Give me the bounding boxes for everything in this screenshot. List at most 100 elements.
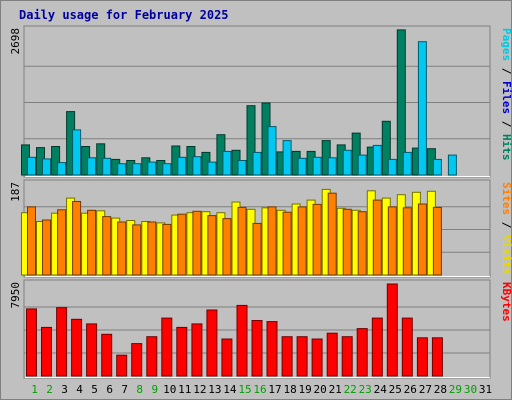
bar-sites-day-26 [402,207,412,276]
bar-files-day-20 [312,156,322,176]
bar-sites-day-14 [222,218,232,276]
bar-files-day-4 [72,129,82,176]
bar-kbytes-day-3 [56,307,68,377]
x-tick-label: 31 [479,383,492,396]
bar-sites-day-10 [162,223,172,276]
bar-kbytes-day-23 [356,328,368,377]
y-max-label: 7950 [9,282,22,309]
bar-sites-day-20 [312,203,322,276]
bar-files-day-24 [372,144,382,176]
x-tick-label: 30 [464,383,477,396]
bar-kbytes-day-10 [161,317,173,377]
bar-sites-day-4 [72,201,82,276]
x-tick-label: 5 [91,383,98,396]
bar-kbytes-day-7 [116,354,128,377]
bar-files-day-5 [87,157,97,176]
bar-kbytes-day-13 [206,309,218,377]
legend: Sites / Visits [500,182,512,275]
legend: KBytes [500,282,512,322]
bar-sites-day-28 [432,206,442,276]
x-tick-label: 4 [76,383,83,396]
bar-files-day-16 [252,151,262,176]
bar-sites-day-19 [297,206,307,276]
bar-files-day-8 [132,163,142,176]
x-tick-label: 27 [419,383,432,396]
bar-hits-day-3 [51,146,61,176]
x-tick-label: 15 [238,383,251,396]
bar-kbytes-day-24 [371,317,383,377]
x-tick-label: 22 [344,383,357,396]
bar-files-day-15 [237,160,247,176]
bar-kbytes-day-27 [416,337,428,377]
bar-sites-day-27 [417,203,427,276]
bar-files-day-14 [222,150,232,176]
bar-hits-day-25 [381,120,391,176]
bar-kbytes-day-11 [176,326,188,377]
bar-sites-day-23 [357,211,367,276]
bar-sites-day-11 [177,213,187,276]
y-max-label: 2698 [9,28,22,55]
legend: Pages / Files / Hits [500,28,512,161]
legend-entry: Files [500,81,512,114]
bar-files-day-9 [147,161,157,176]
panel-kbytes: 7950 KBytes [9,279,512,379]
bar-files-day-17 [267,126,277,176]
bar-sites-day-24 [372,199,382,276]
bar-kbytes-day-20 [311,338,323,377]
x-tick-label: 17 [268,383,281,396]
bar-files-day-6 [102,157,112,176]
x-tick-label: 24 [374,383,388,396]
bar-kbytes-day-8 [131,343,143,377]
bar-kbytes-day-12 [191,323,203,377]
legend-entry: Sites [500,182,512,215]
bar-sites-day-15 [237,206,247,276]
x-tick-label: 20 [313,383,326,396]
legend-entry: / [500,114,512,134]
bar-kbytes-day-16 [251,320,263,377]
bar-files-day-13 [207,161,217,176]
bar-sites-day-22 [342,208,352,276]
bar-kbytes-day-19 [296,336,308,377]
panel-visits_sites: 187 Sites / Visits [9,179,512,278]
bar-kbytes-day-14 [221,338,233,377]
x-tick-label: 7 [121,383,128,396]
bar-sites-day-13 [207,215,217,276]
bar-sites-day-12 [192,210,202,276]
legend-entry: Hits [500,134,512,161]
bar-kbytes-day-6 [101,333,113,377]
bar-files-day-21 [327,157,337,176]
bar-kbytes-day-28 [431,337,443,377]
x-tick-label: 2 [46,383,53,396]
bar-hits-day-23 [351,132,361,176]
x-tick-label: 19 [298,383,311,396]
bar-files-day-28 [432,158,442,176]
x-tick-label: 10 [163,383,176,396]
bar-files-day-7 [117,163,127,176]
legend-entry: Pages [500,28,512,61]
x-tick-label: 28 [434,383,447,396]
x-tick-label: 21 [329,383,342,396]
x-tick-label: 25 [389,383,402,396]
bar-kbytes-day-21 [326,332,338,377]
chart-title: Daily usage for February 2025 [19,8,229,22]
legend-entry: / [500,61,512,81]
bar-sites-day-16 [252,222,262,276]
bar-files-day-19 [297,157,307,176]
bar-files-day-27 [417,41,427,176]
bar-sites-day-2 [42,219,51,276]
bar-files-day-3 [57,162,67,176]
bar-hits-day-26 [396,29,406,176]
x-tick-label: 29 [449,383,462,396]
x-tick-label: 1 [31,383,38,396]
x-tick-label: 9 [151,383,158,396]
bar-sites-day-1 [27,206,36,276]
x-tick-label: 18 [283,383,296,396]
bar-sites-day-17 [267,206,277,276]
bar-kbytes-day-2 [41,326,52,377]
bar-sites-day-6 [102,216,112,276]
x-tick-label: 26 [404,383,417,396]
bar-sites-day-7 [117,221,127,276]
bar-files-day-29 [447,154,457,176]
x-tick-label: 3 [61,383,68,396]
legend-entry: KBytes [500,282,512,322]
